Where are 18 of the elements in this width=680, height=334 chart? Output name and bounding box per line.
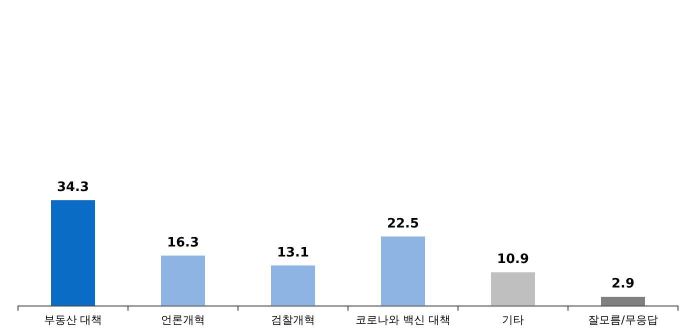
data-label: 34.3 [56,180,90,196]
bar [381,236,425,306]
data-label: 10.9 [496,252,530,268]
bar [601,296,645,306]
bar [51,200,95,306]
x-tick-label: 기타 [502,313,524,326]
data-label: 22.5 [386,216,420,232]
bar [161,256,205,306]
x-tick-label: 코로나와 백신 대책 [356,313,450,326]
bar [491,272,535,306]
x-tick-label: 잘모름/무응답 [588,313,658,326]
data-label: 16.3 [166,235,200,250]
x-tick-label: 부동산 대책 [44,313,102,326]
x-tick-label: 검찰개혁 [271,313,315,326]
x-tick-label: 언론개혁 [161,313,205,326]
data-label: 13.1 [276,245,310,260]
data-label: 2.9 [611,276,635,292]
bar [271,265,315,306]
